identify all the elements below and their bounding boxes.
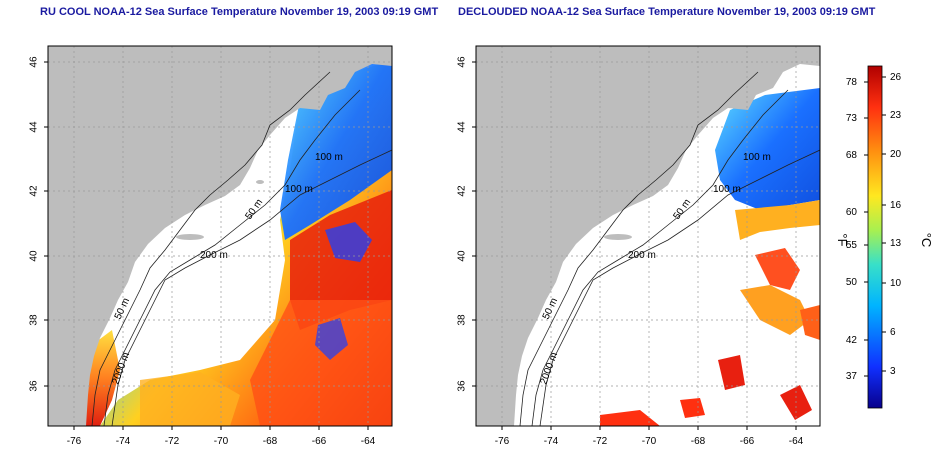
right-contours [519, 71, 820, 426]
left-contour-label-100m-b: 100 m [285, 184, 313, 195]
right-y-tick-label: 42 [457, 185, 468, 197]
right-contour-label-100m: 100 m [743, 152, 771, 163]
colorbar [867, 65, 883, 409]
colorbar-f-tick-label: 50 [846, 277, 858, 288]
right-x-tick-label: -76 [495, 436, 510, 447]
colorbar-ticks: 78 73 68 60 55 50 42 37 26 23 20 16 13 10 6 3 [846, 72, 902, 382]
left-x-tick-label: -76 [67, 436, 82, 447]
right-warm-patch-2 [740, 285, 810, 335]
left-y-tick-label: 44 [29, 121, 40, 133]
right-x-tick-label: -70 [642, 436, 657, 447]
colorbar-f-tick-label: 73 [846, 113, 858, 124]
right-warm-patch-4 [718, 355, 745, 390]
right-cold-ne [715, 88, 820, 210]
right-x-tick-label: -64 [789, 436, 804, 447]
left-warm-se [250, 300, 392, 426]
right-front [735, 200, 820, 240]
left-island [176, 234, 204, 240]
left-y-tick-label: 36 [29, 380, 40, 392]
right-grid [476, 46, 820, 426]
colorbar-c-tick-label: 16 [890, 200, 902, 211]
colorbar-celsius-label: °C [919, 233, 934, 248]
right-y-tick-label: 38 [457, 314, 468, 326]
colorbar-f-tick-label: 78 [846, 77, 858, 88]
right-x-tick-label: -68 [691, 436, 706, 447]
left-map-frame [47, 45, 393, 427]
left-x-tick-label: -72 [165, 436, 180, 447]
left-blue-eddy-2 [315, 318, 348, 360]
left-map-panel [48, 46, 392, 426]
left-contour-label-100m: 100 m [315, 152, 343, 163]
right-y-tick-label: 40 [457, 250, 468, 262]
colorbar-c-tick-label: 3 [890, 366, 896, 377]
right-warm-patch-3 [800, 305, 820, 340]
left-blob-sw [140, 372, 240, 426]
colorbar-f-tick-label: 37 [846, 371, 858, 382]
right-warm-patch-1 [755, 248, 800, 290]
right-warm-patch-6 [600, 410, 660, 426]
right-contour-label-100m-b: 100 m [713, 184, 741, 195]
left-contour-label-200m: 200 m [200, 250, 228, 261]
left-map-title: RU COOL NOAA-12 Sea Surface Temperature … [40, 6, 439, 18]
left-y-tick-label: 42 [29, 185, 40, 197]
left-grid [48, 46, 392, 426]
right-y-tick-label: 46 [457, 56, 468, 68]
left-x-tick-label: -74 [116, 436, 131, 447]
right-contour-label-200m: 200 m [628, 250, 656, 261]
left-y-tick-label: 40 [29, 250, 40, 262]
colorbar-f-tick-label: 68 [846, 150, 858, 161]
right-land [476, 46, 820, 426]
left-y-tick-label: 38 [29, 314, 40, 326]
left-x-tick-label: -68 [263, 436, 278, 447]
colorbar-c-tick-label: 6 [890, 327, 896, 338]
axes-layer: -76 -74 -72 -70 -68 -66 -64 36 38 40 42 44 46 -76 -74 -… [29, 56, 804, 447]
colorbar-f-tick-label: 60 [846, 207, 858, 218]
colorbar-c-tick-label: 10 [890, 278, 902, 289]
left-contours [91, 71, 392, 426]
colorbar-f-tick-label: 42 [846, 335, 858, 346]
right-island [604, 234, 632, 240]
colorbar-c-tick-label: 13 [890, 238, 902, 249]
colorbar-c-tick-label: 26 [890, 72, 902, 83]
left-island-2 [256, 180, 264, 184]
right-y-tick-label: 36 [457, 380, 468, 392]
right-x-tick-label: -72 [593, 436, 608, 447]
right-map-frame [475, 45, 821, 427]
right-map-title: DECLOUDED NOAA-12 Sea Surface Temperatur… [458, 6, 876, 18]
left-x-tick-label: -64 [361, 436, 376, 447]
right-warm-patch-7 [680, 398, 705, 418]
colorbar-fahrenheit-label: °F [835, 233, 850, 246]
right-y-tick-label: 44 [457, 121, 468, 133]
colorbar-c-tick-label: 23 [890, 110, 902, 121]
right-x-tick-label: -74 [544, 436, 559, 447]
right-x-tick-label: -66 [740, 436, 755, 447]
left-y-tick-label: 46 [29, 56, 40, 68]
right-map-panel [476, 46, 820, 426]
left-blue-eddy [325, 222, 372, 262]
colorbar-f-tick-label: 55 [846, 240, 858, 251]
colorbar-c-tick-label: 20 [890, 149, 902, 160]
left-land [48, 46, 392, 426]
left-gulfstream [290, 190, 392, 330]
left-x-tick-label: -66 [312, 436, 327, 447]
left-x-tick-label: -70 [214, 436, 229, 447]
